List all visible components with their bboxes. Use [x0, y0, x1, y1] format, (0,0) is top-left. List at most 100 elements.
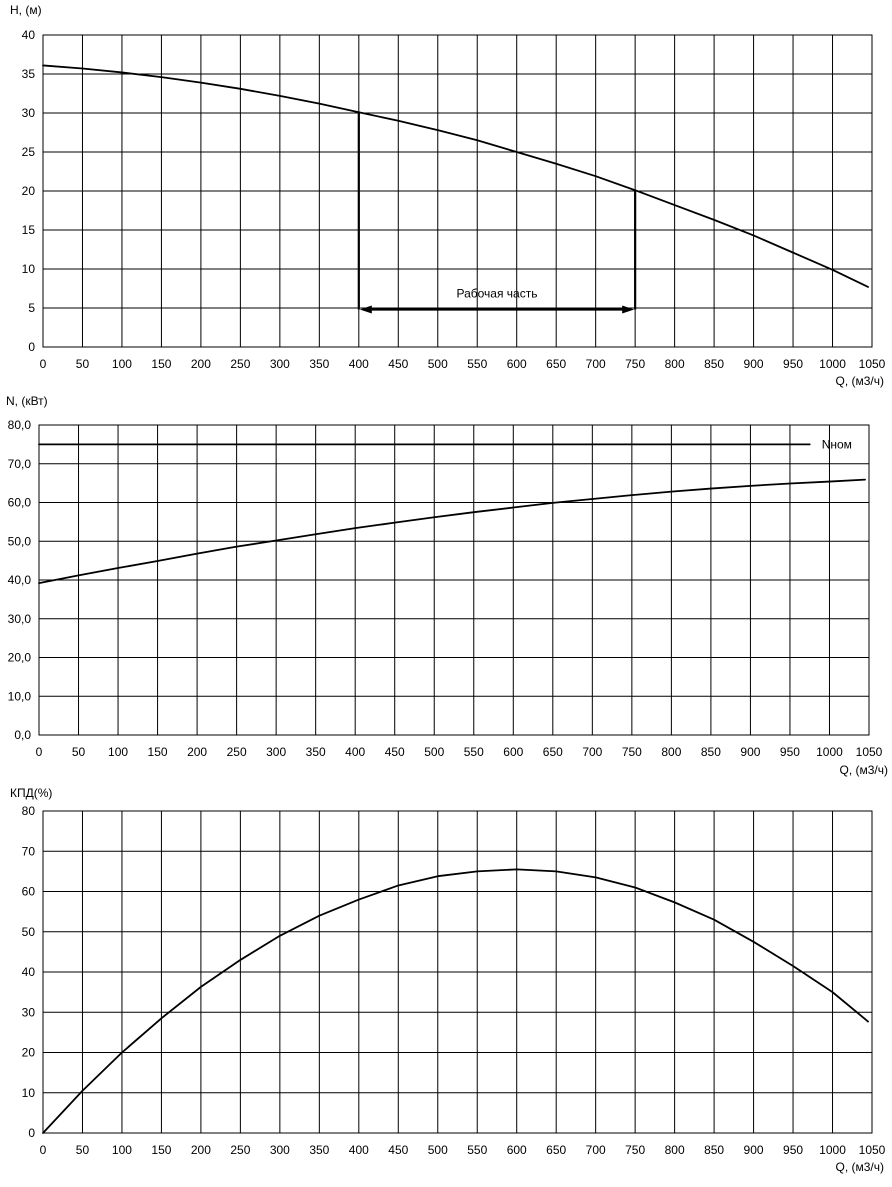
x-tick-label: 400 — [345, 745, 365, 759]
series-line-1 — [42, 64, 869, 288]
x-tick-label: 0 — [36, 745, 43, 759]
y-tick-label: 0 — [28, 340, 35, 354]
x-tick-label: 750 — [625, 357, 645, 371]
x-tick-label: 900 — [744, 357, 764, 371]
x-tick-label: 650 — [546, 1143, 566, 1157]
x-tick-label: 900 — [740, 745, 760, 759]
x-tick-label: 250 — [230, 1143, 250, 1157]
y-tick-label: 50,0 — [8, 534, 32, 548]
x-tick-label: 750 — [625, 1143, 645, 1157]
x-tick-label: 450 — [388, 1143, 408, 1157]
x-tick-label: 150 — [148, 745, 168, 759]
y-tick-label: 50 — [22, 925, 36, 939]
x-tick-label: 850 — [704, 357, 724, 371]
x-tick-label: 200 — [191, 1143, 211, 1157]
x-tick-label: 850 — [704, 1143, 724, 1157]
series-name-label: Nном — [822, 437, 852, 451]
x-tick-label: 800 — [661, 745, 681, 759]
plot-frame — [42, 34, 873, 348]
x-tick-label: 200 — [187, 745, 207, 759]
x-tick-label: 750 — [622, 745, 642, 759]
y-tick-label: 20,0 — [8, 651, 32, 665]
y-tick-label: 70 — [22, 844, 36, 858]
x-tick-label: 550 — [464, 745, 484, 759]
x-tick-label: 100 — [112, 357, 132, 371]
x-tick-label: 850 — [701, 745, 721, 759]
y-tick-label: 20 — [22, 1046, 36, 1060]
x-tick-label: 100 — [112, 1143, 132, 1157]
x-tick-label: 1000 — [819, 357, 846, 371]
x-tick-label: 1050 — [859, 357, 886, 371]
chart-2: 0 50 100 150 200 250 300 350 400 450 500 550 600 650 7… — [6, 394, 888, 777]
y-tick-label: 80 — [22, 804, 36, 818]
working-range-label: Рабочая часть — [456, 287, 537, 301]
x-tick-label: 50 — [76, 1143, 90, 1157]
y-tick-label: 80,0 — [8, 418, 32, 432]
x-tick-label: 200 — [191, 357, 211, 371]
y-tick-label: 70,0 — [8, 457, 32, 471]
chart-3: 0 50 100 150 200 250 300 350 400 450 500 550 600 650 7… — [10, 786, 886, 1174]
x-tick-label: 1000 — [819, 1143, 846, 1157]
chart-1: 0 50 100 150 200 250 300 350 400 450 500 550 600 650 7… — [10, 3, 886, 388]
x-tick-label: 1000 — [816, 745, 843, 759]
y-tick-label: 40 — [22, 965, 36, 979]
x-tick-label: 100 — [108, 745, 128, 759]
x-tick-label: 0 — [40, 1143, 47, 1157]
series-line-1 — [38, 478, 866, 584]
y-tick-label: 60,0 — [8, 496, 32, 510]
x-tick-label: 650 — [543, 745, 563, 759]
y-tick-label: 40 — [22, 28, 36, 42]
y-axis-label: N, (кВт) — [6, 394, 48, 408]
y-tick-label: 0 — [28, 1126, 35, 1140]
x-tick-label: 650 — [546, 357, 566, 371]
series-line-1 — [42, 868, 869, 1134]
x-tick-label: 1050 — [856, 745, 883, 759]
x-tick-label: 500 — [428, 357, 448, 371]
x-tick-label: 600 — [507, 1143, 527, 1157]
y-tick-label: 10 — [22, 262, 36, 276]
x-tick-label: 600 — [507, 357, 527, 371]
x-tick-label: 550 — [467, 357, 487, 371]
x-tick-label: 500 — [428, 1143, 448, 1157]
x-tick-label: 250 — [227, 745, 247, 759]
x-tick-label: 900 — [744, 1143, 764, 1157]
arrow-head-left — [359, 305, 372, 314]
x-tick-label: 450 — [385, 745, 405, 759]
y-tick-label: 15 — [22, 223, 36, 237]
x-tick-label: 350 — [309, 1143, 329, 1157]
y-tick-label: 40,0 — [8, 573, 32, 587]
x-tick-label: 600 — [503, 745, 523, 759]
x-tick-label: 1050 — [859, 1143, 886, 1157]
plot-frame — [42, 810, 873, 1134]
x-tick-label: 0 — [40, 357, 47, 371]
y-tick-label: 60 — [22, 885, 36, 899]
x-tick-label: 300 — [270, 357, 290, 371]
y-tick-label: 30,0 — [8, 612, 32, 626]
x-tick-label: 50 — [72, 745, 86, 759]
x-tick-label: 50 — [76, 357, 90, 371]
x-tick-label: 550 — [467, 1143, 487, 1157]
y-tick-label: 20 — [22, 184, 36, 198]
x-tick-label: 250 — [230, 357, 250, 371]
x-tick-label: 350 — [306, 745, 326, 759]
x-axis-label: Q, (м3/ч) — [839, 763, 888, 777]
y-tick-label: 0,0 — [14, 728, 31, 742]
x-tick-label: 150 — [151, 357, 171, 371]
x-tick-label: 150 — [151, 1143, 171, 1157]
x-tick-label: 800 — [665, 1143, 685, 1157]
y-tick-label: 10 — [22, 1086, 36, 1100]
y-axis-label: H, (м) — [10, 3, 42, 17]
x-tick-label: 350 — [309, 357, 329, 371]
arrow-head-right — [622, 305, 635, 314]
plot-frame — [38, 424, 870, 736]
x-tick-label: 950 — [783, 357, 803, 371]
x-tick-label: 300 — [266, 745, 286, 759]
y-tick-label: 30 — [22, 106, 36, 120]
x-axis-label: Q, (м3/ч) — [835, 374, 884, 388]
x-tick-label: 800 — [665, 357, 685, 371]
x-tick-label: 450 — [388, 357, 408, 371]
y-tick-label: 10,0 — [8, 689, 32, 703]
x-tick-label: 700 — [586, 357, 606, 371]
x-tick-label: 700 — [582, 745, 602, 759]
